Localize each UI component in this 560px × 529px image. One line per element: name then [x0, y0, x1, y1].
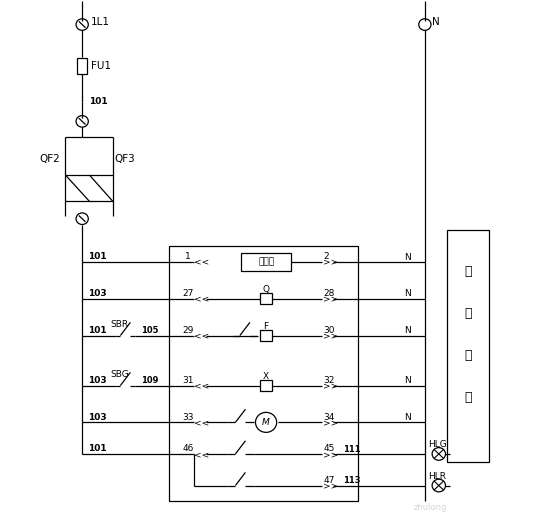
Text: >>: >> — [324, 418, 339, 427]
Text: >>: >> — [324, 381, 339, 390]
Text: <<: << — [194, 418, 209, 427]
Text: 33: 33 — [183, 413, 194, 422]
Bar — [66, 175, 113, 202]
Text: >>: >> — [324, 450, 339, 459]
Text: 28: 28 — [324, 289, 335, 298]
Text: 1: 1 — [185, 252, 191, 261]
Text: FU1: FU1 — [91, 61, 111, 70]
Text: <<: << — [194, 450, 209, 459]
Text: N: N — [404, 253, 411, 262]
Text: <<: << — [194, 332, 209, 341]
Text: HLG: HLG — [428, 441, 446, 450]
Bar — [260, 294, 272, 304]
Text: 34: 34 — [324, 413, 335, 422]
Text: 111: 111 — [343, 445, 361, 454]
Text: N: N — [404, 376, 411, 385]
Bar — [77, 58, 87, 74]
Text: 32: 32 — [324, 376, 335, 385]
Text: 2: 2 — [324, 252, 329, 261]
Text: 101: 101 — [90, 97, 108, 106]
Text: <<: << — [194, 381, 209, 390]
Bar — [260, 330, 272, 341]
Text: >>: >> — [324, 295, 339, 304]
Text: 105: 105 — [141, 326, 158, 335]
Bar — [169, 246, 358, 501]
Bar — [241, 253, 291, 270]
Text: 109: 109 — [141, 376, 158, 385]
Text: 101: 101 — [88, 444, 106, 453]
Text: 45: 45 — [324, 444, 335, 453]
Text: X: X — [263, 371, 269, 380]
Text: 1L1: 1L1 — [91, 17, 110, 28]
Text: Q: Q — [263, 285, 269, 294]
Text: N: N — [432, 17, 440, 28]
Text: HLR: HLR — [428, 472, 446, 481]
Text: 27: 27 — [183, 289, 194, 298]
Text: N: N — [404, 413, 411, 422]
Text: 回: 回 — [464, 349, 472, 362]
Text: 47: 47 — [324, 476, 335, 485]
Circle shape — [255, 413, 277, 432]
Text: 制: 制 — [464, 307, 472, 320]
Text: 29: 29 — [183, 326, 194, 335]
Text: zhulong: zhulong — [414, 503, 447, 512]
Text: QF3: QF3 — [114, 154, 136, 165]
Text: 31: 31 — [183, 376, 194, 385]
Text: <<: << — [194, 295, 209, 304]
Text: F: F — [264, 322, 269, 331]
Text: 103: 103 — [88, 413, 106, 422]
Text: 路: 路 — [464, 390, 472, 404]
Text: N: N — [404, 289, 411, 298]
Text: QF2: QF2 — [39, 154, 60, 165]
Text: 101: 101 — [88, 252, 106, 261]
Text: 101: 101 — [88, 326, 106, 335]
Text: SBR: SBR — [110, 320, 128, 329]
Text: 控: 控 — [464, 266, 472, 278]
Bar — [447, 230, 489, 462]
Text: 103: 103 — [88, 376, 106, 385]
Text: SBG: SBG — [110, 370, 129, 379]
Text: 30: 30 — [324, 326, 335, 335]
Text: 煙粒元: 煙粒元 — [258, 258, 274, 267]
Text: <<: << — [194, 258, 209, 267]
Text: N: N — [404, 326, 411, 335]
Text: >>: >> — [324, 481, 339, 490]
Text: 46: 46 — [183, 444, 194, 453]
Bar — [260, 380, 272, 391]
Text: >>: >> — [324, 332, 339, 341]
Text: 103: 103 — [88, 289, 106, 298]
Text: M: M — [262, 418, 270, 427]
Text: >>: >> — [324, 258, 339, 267]
Text: 113: 113 — [343, 476, 361, 485]
